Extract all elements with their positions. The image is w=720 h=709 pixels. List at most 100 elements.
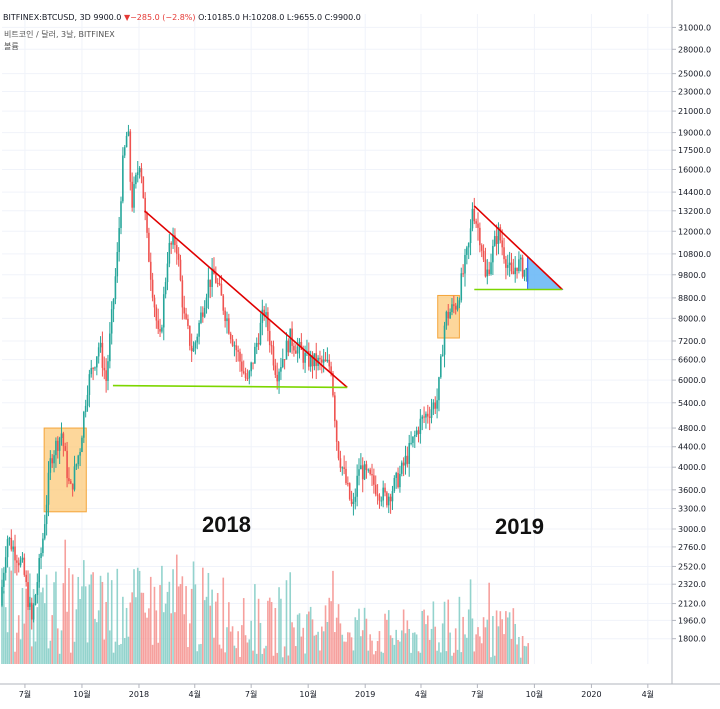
candle-body: [226, 318, 228, 322]
candle-body: [276, 374, 278, 382]
volume-bar: [309, 606, 312, 664]
volume-bar: [317, 631, 319, 664]
volume-bar: [330, 601, 332, 664]
volume-bar: [110, 580, 113, 664]
candle-body: [55, 440, 57, 456]
volume-bar: [183, 614, 186, 664]
volume-bar: [27, 583, 29, 664]
candle-body: [495, 236, 498, 244]
volume-bar: [365, 618, 368, 664]
volume-bar: [449, 632, 451, 664]
volume-bar: [246, 642, 249, 664]
volume-bar: [47, 648, 50, 664]
candle-body: [352, 501, 355, 504]
volume-bar: [356, 620, 358, 664]
candle-body: [29, 602, 31, 607]
x-tick-label: 10월: [526, 689, 544, 699]
candle-body: [369, 469, 371, 474]
volume-bar: [129, 602, 132, 664]
candle-body: [187, 318, 189, 326]
volume-bar: [188, 623, 191, 664]
volume-bar: [38, 576, 40, 664]
candle-body: [172, 235, 174, 245]
volume-bar: [488, 582, 490, 664]
candle-body: [456, 304, 459, 310]
volume-bar: [177, 586, 180, 664]
volume-bar: [166, 591, 169, 664]
y-tick-label: 23000.0: [678, 88, 711, 97]
volume-bar: [510, 638, 513, 664]
candle-body: [40, 553, 42, 559]
candle-body: [408, 442, 411, 464]
volume-bar: [4, 607, 7, 664]
candle-body: [345, 468, 347, 484]
candle-body: [302, 349, 305, 363]
candle-body: [484, 259, 487, 277]
candle-body: [330, 366, 332, 374]
volume-bar: [146, 617, 148, 664]
volume-bar: [107, 572, 109, 664]
x-tick-label: 10월: [299, 689, 317, 699]
volume-bar: [237, 631, 239, 664]
symbol-label: BITFINEX:BTCUSD, 3D: [3, 13, 91, 22]
candle-body: [142, 176, 145, 198]
volume-bar: [45, 574, 48, 664]
candle-body: [222, 295, 225, 311]
y-tick-label: 4800.0: [678, 424, 706, 433]
candle-body: [62, 433, 65, 447]
candle-body: [216, 282, 219, 284]
volume-bar: [55, 571, 57, 664]
candle-body: [146, 212, 148, 233]
candle-body: [382, 487, 384, 501]
volume-bar: [408, 628, 411, 664]
legend-series[interactable]: 비트코인 / 달러, 3날, BITFINEX: [4, 30, 115, 39]
y-tick-label: 17500.0: [678, 146, 711, 155]
volume-bar: [384, 613, 386, 664]
volume-bar: [23, 623, 26, 664]
y-tick-label: 9800.0: [678, 271, 706, 280]
volume-bar: [174, 612, 176, 664]
volume-bar: [352, 650, 355, 664]
candle-body: [23, 557, 26, 575]
triangle-down-icon: ▼: [123, 13, 131, 22]
volume-bar: [231, 626, 234, 664]
trend-lines: [112, 205, 564, 389]
volume-bar: [479, 636, 481, 664]
candle-body: [501, 240, 503, 248]
volume-bar: [475, 634, 477, 664]
candle-body: [445, 311, 448, 326]
resistance-2019-line: [473, 205, 563, 291]
legend-volume[interactable]: 볼륨: [4, 42, 19, 51]
candle-body: [220, 283, 223, 296]
candle-body: [203, 308, 206, 317]
volume-bar: [60, 630, 63, 664]
volume-bar: [88, 584, 91, 664]
candle-body: [47, 472, 50, 505]
volume-bar: [228, 602, 230, 664]
volume-bar: [127, 636, 130, 664]
volume-bar: [144, 612, 146, 664]
volume-bar: [194, 584, 197, 664]
candle-body: [458, 300, 461, 305]
candle-body: [486, 269, 489, 277]
volume-bar: [125, 607, 128, 664]
candle-body: [255, 343, 258, 347]
volume-bar: [348, 632, 351, 664]
candle-body: [79, 452, 81, 456]
volume-bar: [402, 609, 405, 664]
candle-body: [516, 267, 518, 272]
candle-body: [332, 373, 334, 396]
candle-body: [166, 263, 169, 283]
candle-body: [194, 342, 197, 349]
volume-bar: [19, 639, 22, 664]
candle-body: [97, 347, 100, 357]
volume-bar: [518, 636, 520, 664]
candle-body: [246, 378, 249, 380]
candle-body: [257, 343, 260, 345]
volume-bar: [343, 641, 345, 664]
volume-bar: [514, 623, 516, 664]
volume-bar: [376, 641, 379, 664]
candle-body: [380, 500, 383, 502]
